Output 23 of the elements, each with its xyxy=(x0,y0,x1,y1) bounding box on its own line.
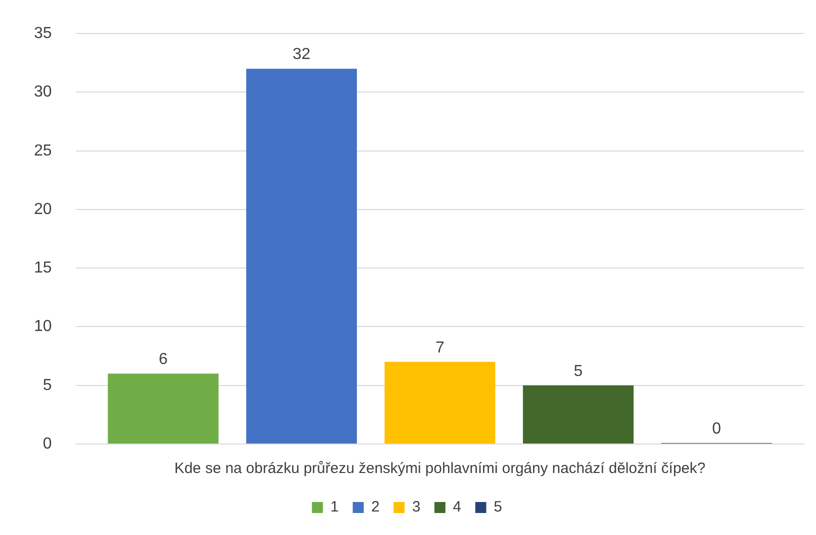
legend-label: 4 xyxy=(452,498,462,516)
data-label: 5 xyxy=(574,362,583,380)
y-tick-label: 10 xyxy=(34,318,52,336)
data-label: 32 xyxy=(292,46,311,64)
data-label: 0 xyxy=(712,420,722,438)
bar xyxy=(246,68,357,444)
y-tick-label: 0 xyxy=(42,435,52,452)
y-tick-label: 35 xyxy=(34,25,52,42)
data-label: 6 xyxy=(158,351,168,368)
y-tick-label: 20 xyxy=(34,200,52,218)
y-tick-label: 15 xyxy=(34,260,52,277)
legend-label: 3 xyxy=(412,498,420,516)
legend-label: 2 xyxy=(371,498,380,516)
y-tick-label: 30 xyxy=(34,84,52,101)
y-tick-label: 5 xyxy=(42,376,52,394)
legend-label: 1 xyxy=(330,498,339,516)
y-tick-label: 25 xyxy=(34,142,52,160)
x-tick-label: Kde se na obrázku průřezu ženskými pohlavními orgány nachází děložní čípek? xyxy=(174,460,706,478)
data-label: 7 xyxy=(435,339,444,356)
bar xyxy=(522,385,634,444)
legend-label: 5 xyxy=(494,498,502,516)
bar xyxy=(384,362,496,444)
bar xyxy=(108,374,219,444)
